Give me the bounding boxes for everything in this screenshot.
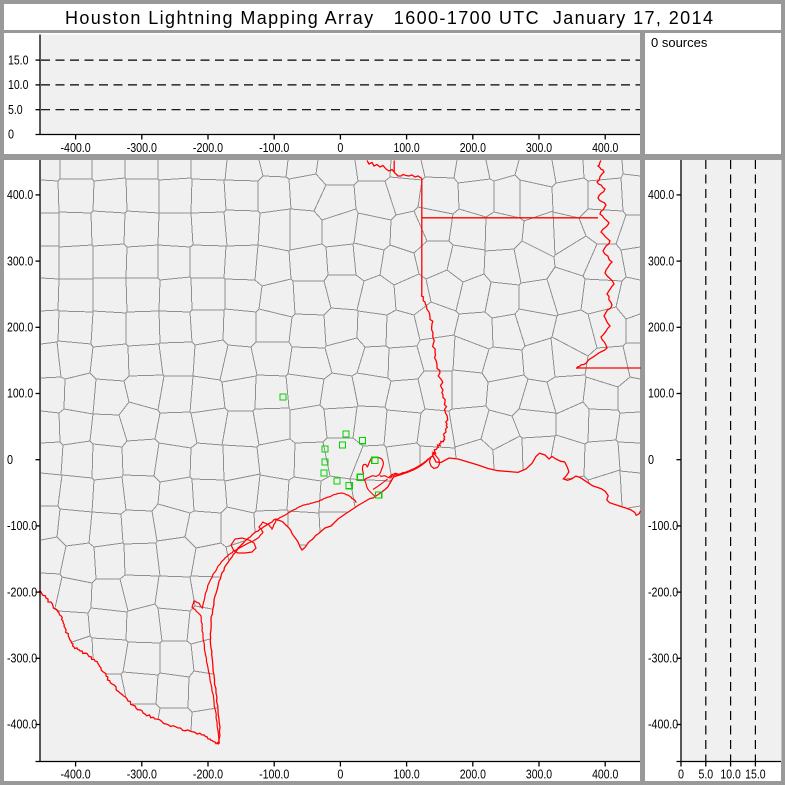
svg-text:-100.0: -100.0: [259, 768, 289, 782]
svg-text:-200.0: -200.0: [7, 585, 37, 599]
svg-text:10.0: 10.0: [8, 78, 28, 92]
svg-text:Houston Lightning Mapping Arra: Houston Lightning Mapping Array 1600-170…: [65, 8, 713, 28]
svg-text:400.0: 400.0: [648, 188, 674, 202]
svg-text:100.0: 100.0: [394, 141, 420, 155]
svg-text:0: 0: [678, 768, 684, 782]
svg-text:0: 0: [337, 141, 343, 155]
svg-text:-400.0: -400.0: [61, 141, 91, 155]
svg-text:-300.0: -300.0: [648, 652, 678, 666]
svg-text:-100.0: -100.0: [7, 519, 37, 533]
svg-text:200.0: 200.0: [460, 141, 486, 155]
svg-text:0 sources: 0 sources: [651, 35, 708, 50]
svg-text:-200.0: -200.0: [648, 585, 678, 599]
svg-text:300.0: 300.0: [526, 768, 552, 782]
svg-text:-400.0: -400.0: [61, 768, 91, 782]
svg-text:-200.0: -200.0: [193, 141, 223, 155]
svg-text:300.0: 300.0: [7, 254, 33, 268]
svg-text:100.0: 100.0: [648, 387, 674, 401]
svg-text:-100.0: -100.0: [259, 141, 289, 155]
svg-text:200.0: 200.0: [460, 768, 486, 782]
svg-text:-100.0: -100.0: [648, 519, 678, 533]
svg-text:400.0: 400.0: [592, 768, 618, 782]
svg-text:400.0: 400.0: [7, 188, 33, 202]
svg-text:300.0: 300.0: [648, 254, 674, 268]
svg-text:0: 0: [8, 128, 14, 142]
svg-text:-300.0: -300.0: [7, 652, 37, 666]
svg-text:0: 0: [337, 768, 343, 782]
svg-text:-300.0: -300.0: [127, 141, 157, 155]
svg-text:-300.0: -300.0: [127, 768, 157, 782]
svg-text:200.0: 200.0: [7, 321, 33, 335]
svg-text:100.0: 100.0: [7, 387, 33, 401]
svg-text:0: 0: [648, 453, 654, 467]
svg-text:400.0: 400.0: [592, 141, 618, 155]
svg-text:5.0: 5.0: [698, 768, 713, 782]
svg-text:200.0: 200.0: [648, 321, 674, 335]
svg-text:100.0: 100.0: [394, 768, 420, 782]
svg-text:5.0: 5.0: [8, 103, 23, 117]
svg-text:15.0: 15.0: [8, 53, 28, 67]
svg-text:300.0: 300.0: [526, 141, 552, 155]
svg-text:10.0: 10.0: [720, 768, 740, 782]
svg-text:15.0: 15.0: [745, 768, 765, 782]
svg-text:-200.0: -200.0: [193, 768, 223, 782]
svg-text:0: 0: [7, 453, 13, 467]
svg-text:-400.0: -400.0: [7, 718, 37, 732]
svg-text:-400.0: -400.0: [648, 718, 678, 732]
